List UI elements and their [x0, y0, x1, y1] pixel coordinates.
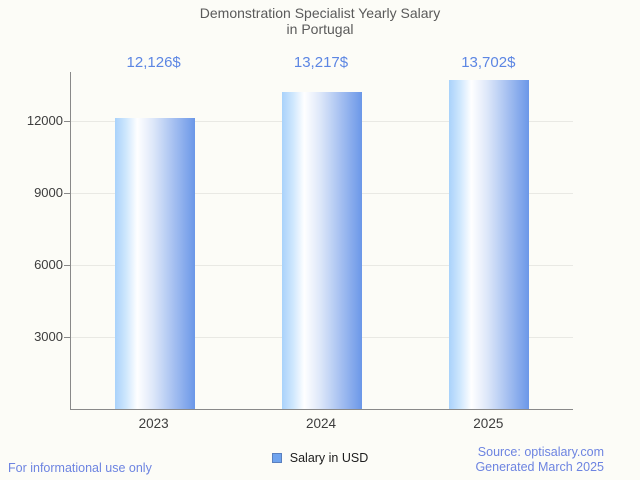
y-axis-label-3000: 3000	[34, 329, 63, 344]
value-label-2025: 13,702$	[461, 54, 516, 71]
bar-2025[interactable]	[449, 80, 530, 409]
y-tick-12000	[64, 120, 70, 122]
y-tick-9000	[64, 192, 70, 194]
legend-label: Salary in USD	[289, 451, 369, 465]
plot-area	[64, 72, 573, 410]
y-tick-6000	[64, 264, 70, 266]
y-tick-3000	[64, 336, 70, 338]
chart-title: Demonstration Specialist Yearly Salary i…	[0, 5, 640, 37]
x-axis-label-2025: 2025	[473, 416, 504, 431]
y-axis-label-12000: 12000	[26, 113, 63, 128]
bar-2023[interactable]	[114, 117, 195, 409]
source-attribution: Source: optisalary.com Generated March 2…	[475, 445, 604, 475]
chart-title-line2: in Portugal	[286, 21, 354, 37]
legend-marker-icon	[271, 453, 282, 463]
y-axis-label-6000: 6000	[34, 257, 63, 272]
x-axis-label-2023: 2023	[138, 416, 169, 431]
value-label-2024: 13,217$	[293, 54, 349, 71]
legend[interactable]: Salary in USD	[0, 451, 640, 465]
disclaimer-note: For informational use only	[8, 461, 152, 475]
generated-line: Generated March 2025	[475, 460, 604, 474]
chart-title-line1: Demonstration Specialist Yearly Salary	[199, 5, 441, 21]
value-label-2023: 12,126$	[126, 54, 181, 71]
source-line: Source: optisalary.com	[477, 445, 604, 459]
bar-2024[interactable]	[282, 91, 362, 409]
x-axis-label-2024: 2024	[305, 416, 337, 431]
y-axis-label-9000: 9000	[34, 185, 63, 200]
